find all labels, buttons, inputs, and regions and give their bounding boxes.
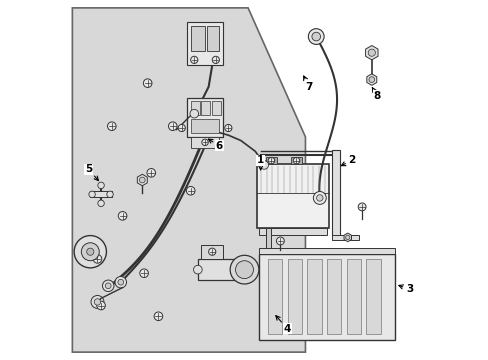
Circle shape <box>267 157 274 164</box>
Circle shape <box>212 56 219 63</box>
Bar <box>198 259 241 280</box>
Circle shape <box>102 280 114 292</box>
Circle shape <box>115 276 126 288</box>
Circle shape <box>208 248 215 255</box>
Circle shape <box>345 235 349 239</box>
Circle shape <box>140 269 148 278</box>
Text: 1: 1 <box>257 155 264 170</box>
Bar <box>190 119 219 134</box>
Text: 4: 4 <box>275 316 291 334</box>
Text: 3: 3 <box>398 284 412 294</box>
Bar <box>267 259 282 334</box>
Circle shape <box>91 296 104 309</box>
Polygon shape <box>366 74 376 85</box>
Text: 6: 6 <box>208 139 223 151</box>
Bar <box>366 259 380 334</box>
Bar <box>201 101 210 116</box>
Circle shape <box>86 248 94 255</box>
Circle shape <box>276 237 284 245</box>
Bar <box>257 164 328 228</box>
Circle shape <box>190 109 198 118</box>
Circle shape <box>367 49 375 56</box>
Polygon shape <box>137 174 147 186</box>
Polygon shape <box>365 45 377 60</box>
Circle shape <box>230 255 258 284</box>
Circle shape <box>143 79 152 87</box>
Circle shape <box>74 235 106 268</box>
Circle shape <box>316 195 323 201</box>
Circle shape <box>357 203 366 211</box>
Circle shape <box>224 125 231 132</box>
Bar <box>306 259 321 334</box>
Bar <box>331 235 358 240</box>
Circle shape <box>81 243 99 261</box>
Bar <box>326 259 341 334</box>
Circle shape <box>168 122 177 131</box>
Circle shape <box>235 261 253 279</box>
Bar <box>90 192 112 197</box>
Circle shape <box>94 299 101 305</box>
Circle shape <box>186 186 195 195</box>
Bar <box>331 149 339 235</box>
Bar <box>206 26 219 51</box>
Circle shape <box>311 32 320 41</box>
Circle shape <box>260 161 268 169</box>
Circle shape <box>93 255 102 263</box>
Bar <box>201 244 223 259</box>
Circle shape <box>98 182 104 189</box>
Text: 8: 8 <box>371 87 380 101</box>
Polygon shape <box>72 8 305 352</box>
Circle shape <box>178 125 185 132</box>
Circle shape <box>202 139 208 145</box>
Bar <box>258 228 326 235</box>
Polygon shape <box>344 233 351 242</box>
Circle shape <box>293 157 299 164</box>
Bar <box>287 259 301 334</box>
Text: 5: 5 <box>85 164 98 181</box>
Bar <box>190 26 204 51</box>
Circle shape <box>97 301 105 310</box>
Bar <box>190 101 199 116</box>
Circle shape <box>107 122 116 131</box>
Circle shape <box>313 192 325 204</box>
Circle shape <box>118 212 126 220</box>
Circle shape <box>105 283 111 289</box>
Bar <box>265 228 271 248</box>
Circle shape <box>190 56 198 63</box>
Circle shape <box>139 177 145 183</box>
Circle shape <box>308 29 324 44</box>
Circle shape <box>106 191 113 198</box>
Text: 7: 7 <box>303 76 312 92</box>
Circle shape <box>154 312 163 320</box>
Bar <box>258 253 394 339</box>
Bar <box>187 22 223 65</box>
Bar <box>190 137 219 148</box>
Circle shape <box>147 168 155 177</box>
Circle shape <box>193 265 202 274</box>
Bar <box>290 157 301 164</box>
Circle shape <box>98 200 104 207</box>
Bar <box>258 248 394 253</box>
Bar <box>346 259 360 334</box>
Bar <box>187 98 223 137</box>
Circle shape <box>118 279 123 285</box>
Circle shape <box>89 191 95 198</box>
Bar <box>265 157 276 164</box>
Circle shape <box>368 77 374 82</box>
Text: 2: 2 <box>341 155 355 166</box>
Bar <box>212 101 221 116</box>
